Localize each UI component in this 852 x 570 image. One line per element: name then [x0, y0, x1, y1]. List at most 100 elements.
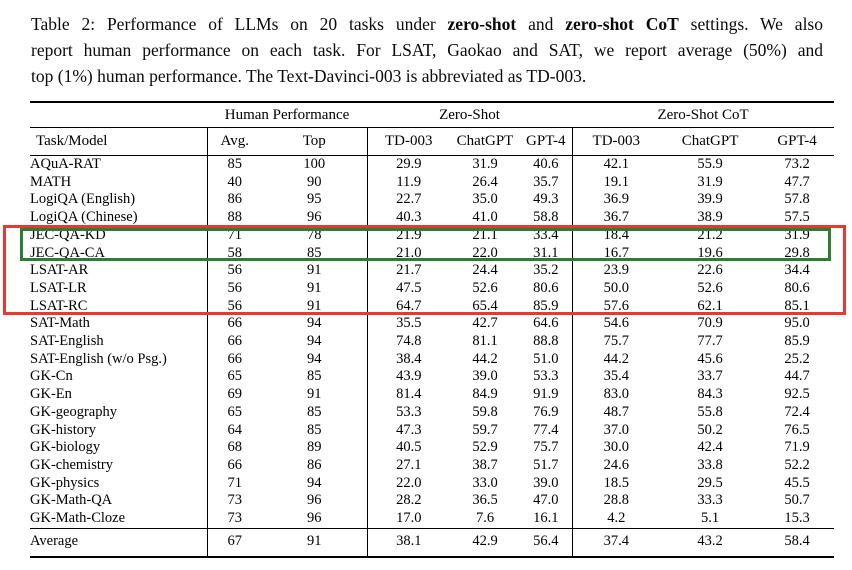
table-caption: Table 2: Performance of LLMs on 20 tasks… [31, 11, 823, 89]
caption-text: settings. We also [678, 14, 823, 34]
table-row: GK-history 64 85 47.3 59.7 77.4 37.0 50.2 76.5 [30, 421, 834, 440]
table-row: JEC-QA-CA 58 85 21.0 22.0 31.1 16.7 19.6 29.8 [30, 244, 834, 263]
value-cell: 17.0 [366, 510, 451, 529]
value-cell: 70.9 [697, 315, 723, 332]
value-cell: 35.4 [571, 368, 661, 387]
table-row: MATH 40 90 11.9 26.4 35.7 19.1 31.9 47.7 [30, 173, 834, 192]
value-cell: 34.4 [784, 262, 810, 279]
task-cell: GK-En [30, 386, 72, 403]
value-cell: 52.2 [784, 456, 810, 473]
value-cell: 64.7 [366, 297, 451, 316]
value-cell: 75.7 [571, 333, 661, 351]
value-cell: 92.5 [784, 386, 810, 403]
value-cell: 55.9 [697, 156, 723, 172]
value-cell: 35.2 [533, 262, 559, 279]
value-cell: 71.9 [784, 439, 810, 456]
value-cell: 67 [206, 527, 262, 557]
caption-line-2: report human performance on each task. F… [31, 40, 823, 60]
value-cell: 31.1 [533, 244, 559, 261]
task-cell: SAT-Math [30, 315, 90, 332]
value-cell: 91 [262, 527, 368, 557]
group-header-row: Human Performance Zero-Shot Zero-Shot Co… [30, 102, 835, 128]
table-row: GK-En 69 91 81.4 84.9 91.9 83.0 84.3 92.5 [30, 386, 834, 404]
value-cell: 18.4 [571, 226, 661, 245]
value-cell: 91.9 [533, 386, 559, 403]
value-cell: 21.1 [472, 226, 498, 243]
value-cell: 85 [307, 368, 322, 385]
table-row: LogiQA (English) 86 95 22.7 35.0 49.3 36.9 39.9… [30, 191, 834, 210]
value-cell: 33.3 [697, 492, 723, 509]
task-cell: LogiQA (English) [30, 191, 136, 208]
value-cell: 52.9 [472, 439, 498, 456]
value-cell: 74.8 [366, 333, 451, 351]
value-cell: 39.9 [697, 191, 723, 208]
value-cell: 37.0 [571, 421, 661, 440]
value-cell: 33.4 [533, 226, 559, 243]
value-cell: 76.5 [784, 421, 810, 438]
value-cell: 94 [307, 474, 322, 491]
task-cell: GK-chemistry [30, 456, 113, 473]
value-cell: 7.6 [475, 510, 495, 527]
value-cell: 84.3 [697, 386, 723, 403]
value-cell: 66 [206, 350, 262, 369]
value-cell: 41.0 [472, 209, 498, 226]
value-cell: 35.0 [472, 191, 498, 208]
caption-line-3: top (1%) human performance. The Text-Dav… [31, 66, 587, 86]
value-cell: 37.4 [571, 527, 661, 557]
value-cell: 71 [206, 474, 262, 493]
results-table: Human Performance Zero-Shot Zero-Shot Co… [30, 101, 835, 558]
caption-bold-zero-shot-cot: zero-shot CoT [565, 14, 679, 34]
table-row: GK-Math-QA 73 96 28.2 36.5 47.0 28.8 33.3 50.7 [30, 492, 834, 511]
value-cell: 48.7 [571, 403, 661, 422]
value-cell: 96 [307, 209, 322, 226]
table-row: SAT-English (w/o Psg.) 66 94 38.4 44.2 51.0 44… [30, 350, 834, 369]
value-cell: 53.3 [533, 368, 559, 385]
value-cell: 31.9 [472, 156, 498, 172]
table-row: LogiQA (Chinese) 88 96 40.3 41.0 58.8 36.7 38.9… [30, 209, 834, 227]
value-cell: 27.1 [366, 456, 451, 475]
value-cell: 47.0 [533, 492, 559, 509]
value-cell: 38.9 [697, 209, 723, 226]
value-cell: 53.3 [366, 403, 451, 422]
value-cell: 73 [206, 492, 262, 511]
value-cell: 29.8 [784, 244, 810, 261]
value-cell: 59.7 [472, 421, 498, 438]
value-cell: 30.0 [571, 439, 661, 457]
value-cell: 58 [206, 244, 262, 263]
value-cell: 51.0 [533, 350, 559, 367]
value-cell: 85 [206, 155, 262, 174]
value-cell: 85 [307, 403, 322, 420]
column-header-row: Task/Model Avg. Top TD-003 ChatGPT GPT-4… [30, 127, 835, 156]
value-cell: 96 [307, 492, 322, 509]
value-cell: 24.6 [571, 456, 661, 475]
value-cell: 65 [206, 403, 262, 422]
value-cell: 80.6 [784, 279, 810, 296]
group-header-zero-shot: Zero-Shot [367, 102, 573, 128]
table-row: SAT-Math 66 94 35.5 42.7 64.6 54.6 70.9 95.0 [30, 315, 834, 334]
value-cell: 72.4 [784, 403, 810, 420]
group-header-zero-shot-cot: Zero-Shot CoT [572, 102, 835, 128]
value-cell: 88.8 [533, 333, 559, 350]
table-row: JEC-QA-KD 71 78 21.9 21.1 33.4 18.4 21.2 31.9 [30, 226, 834, 245]
value-cell: 22.0 [472, 244, 498, 261]
value-cell: 29.9 [366, 155, 451, 174]
value-cell: 36.5 [472, 492, 498, 509]
value-cell: 40.5 [366, 439, 451, 457]
value-cell: 36.7 [571, 209, 661, 227]
value-cell: 21.9 [366, 226, 451, 245]
column-header-chatgpt-zs: ChatGPT [450, 127, 521, 156]
table-body: AQuA-RAT 85 100 29.9 31.9 40.6 42.1 55.9 73.2 MAT… [30, 155, 835, 557]
value-cell: 64.6 [533, 315, 559, 332]
task-cell: AQuA-RAT [30, 156, 101, 172]
column-header-td003-zs: TD-003 [366, 127, 451, 156]
value-cell: 85.9 [533, 297, 559, 314]
value-cell: 50.0 [571, 279, 661, 298]
value-cell: 42.9 [450, 527, 521, 557]
value-cell: 91 [307, 297, 322, 314]
caption-line-1: Table 2: Performance of LLMs on 20 tasks… [31, 11, 823, 37]
value-cell: 16.7 [571, 244, 661, 263]
task-cell: GK-Math-QA [30, 492, 113, 509]
value-cell: 62.1 [697, 297, 723, 314]
column-header-gpt4-zs: GPT-4 [520, 127, 573, 156]
task-cell: JEC-QA-CA [30, 244, 105, 261]
